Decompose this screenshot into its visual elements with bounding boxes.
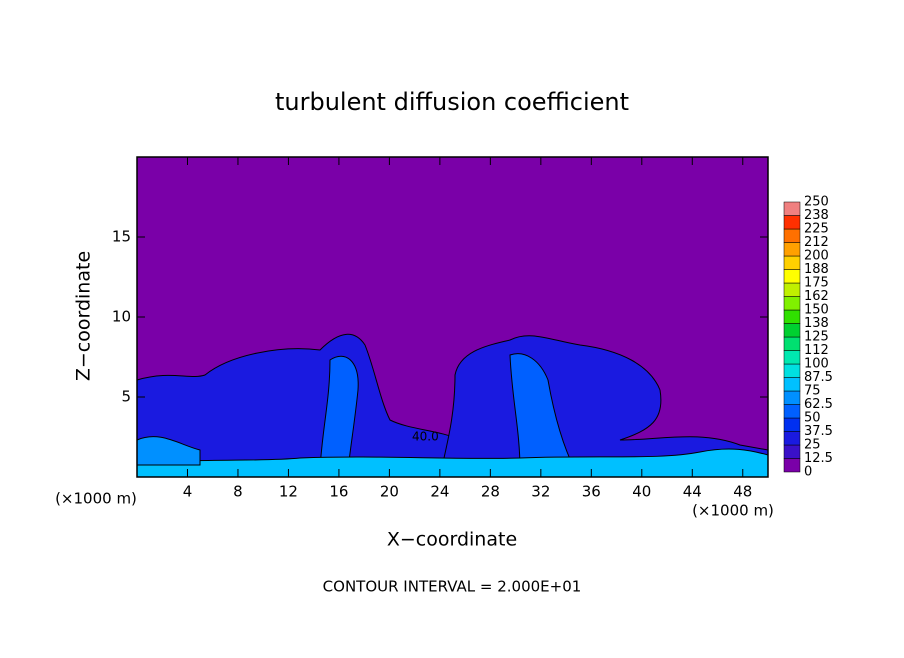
colorbar-band xyxy=(783,404,801,419)
colorbar-label: 225 xyxy=(804,222,829,237)
colorbar-band xyxy=(783,296,801,311)
x-tick-label: 44 xyxy=(683,483,702,501)
colorbar-label: 238 xyxy=(804,208,829,223)
colorbar-band xyxy=(783,458,801,473)
colorbar-band xyxy=(783,444,801,459)
colorbar-label: 112 xyxy=(804,343,829,358)
x-tick-label: 24 xyxy=(430,483,449,501)
x-tick-label: 40 xyxy=(632,483,651,501)
chart-title: turbulent diffusion coefficient xyxy=(275,88,629,116)
colorbar-label: 175 xyxy=(804,276,829,291)
colorbar-band xyxy=(783,282,801,297)
x-tick-label: 16 xyxy=(329,483,348,501)
field-region xyxy=(137,436,201,466)
colorbar-band xyxy=(783,242,801,257)
x-tick-label: 4 xyxy=(183,483,193,501)
colorbar-label: 212 xyxy=(804,235,829,250)
x-unit: (×1000 m) xyxy=(692,502,774,520)
colorbar-label: 188 xyxy=(804,262,829,277)
colorbar-label: 37.5 xyxy=(804,424,833,439)
colorbar-band xyxy=(783,350,801,365)
colorbar-label: 87.5 xyxy=(804,370,833,385)
x-tick-label: 8 xyxy=(233,483,243,501)
field-region xyxy=(509,353,576,471)
colorbar-band xyxy=(783,377,801,392)
colorbar-label: 162 xyxy=(804,289,829,304)
colorbar-label: 125 xyxy=(804,330,829,345)
field-region xyxy=(137,448,768,477)
colorbar-band xyxy=(783,336,801,351)
x-tick-label: 28 xyxy=(481,483,500,501)
colorbar-band xyxy=(783,417,801,432)
colorbar-band xyxy=(783,390,801,405)
colorbar-label: 138 xyxy=(804,316,829,331)
colorbar-label: 250 xyxy=(804,195,829,210)
y-axis-label: Z−coordinate xyxy=(73,251,95,381)
colorbar-band xyxy=(783,323,801,338)
colorbar-label: 50 xyxy=(804,411,821,426)
x-tick-label: 12 xyxy=(279,483,298,501)
colorbar-band xyxy=(783,228,801,243)
colorbar-label: 12.5 xyxy=(804,451,833,466)
colorbar-band xyxy=(783,431,801,446)
x-tick-label: 36 xyxy=(582,483,601,501)
field-region xyxy=(137,333,461,477)
field-region xyxy=(319,355,359,471)
colorbar-label: 25 xyxy=(804,438,821,453)
colorbar-label: 100 xyxy=(804,357,829,372)
colorbar-band xyxy=(783,363,801,378)
y-tick-label: 15 xyxy=(112,228,131,246)
colorbar-band xyxy=(783,201,801,216)
y-tick-label: 5 xyxy=(121,388,131,406)
x-tick-label: 32 xyxy=(531,483,550,501)
colorbar-label: 75 xyxy=(804,384,821,399)
contour-label: 40.0 xyxy=(412,430,439,444)
colorbar-band xyxy=(783,255,801,270)
x-tick-label: 48 xyxy=(733,483,752,501)
colorbar-band xyxy=(783,269,801,284)
colorbar-label: 200 xyxy=(804,249,829,264)
x-axis-label: X−coordinate xyxy=(387,529,517,551)
footer: CONTOUR INTERVAL = 2.000E+01 xyxy=(323,578,582,596)
contour-field xyxy=(137,333,768,477)
colorbar-band xyxy=(783,215,801,230)
y-tick-label: 10 xyxy=(112,308,131,326)
colorbar-band xyxy=(783,309,801,324)
y-unit: (×1000 m) xyxy=(55,490,137,508)
colorbar-label: 0 xyxy=(804,465,812,480)
colorbar-label: 62.5 xyxy=(804,397,833,412)
x-tick-label: 20 xyxy=(380,483,399,501)
colorbar-label: 150 xyxy=(804,303,829,318)
